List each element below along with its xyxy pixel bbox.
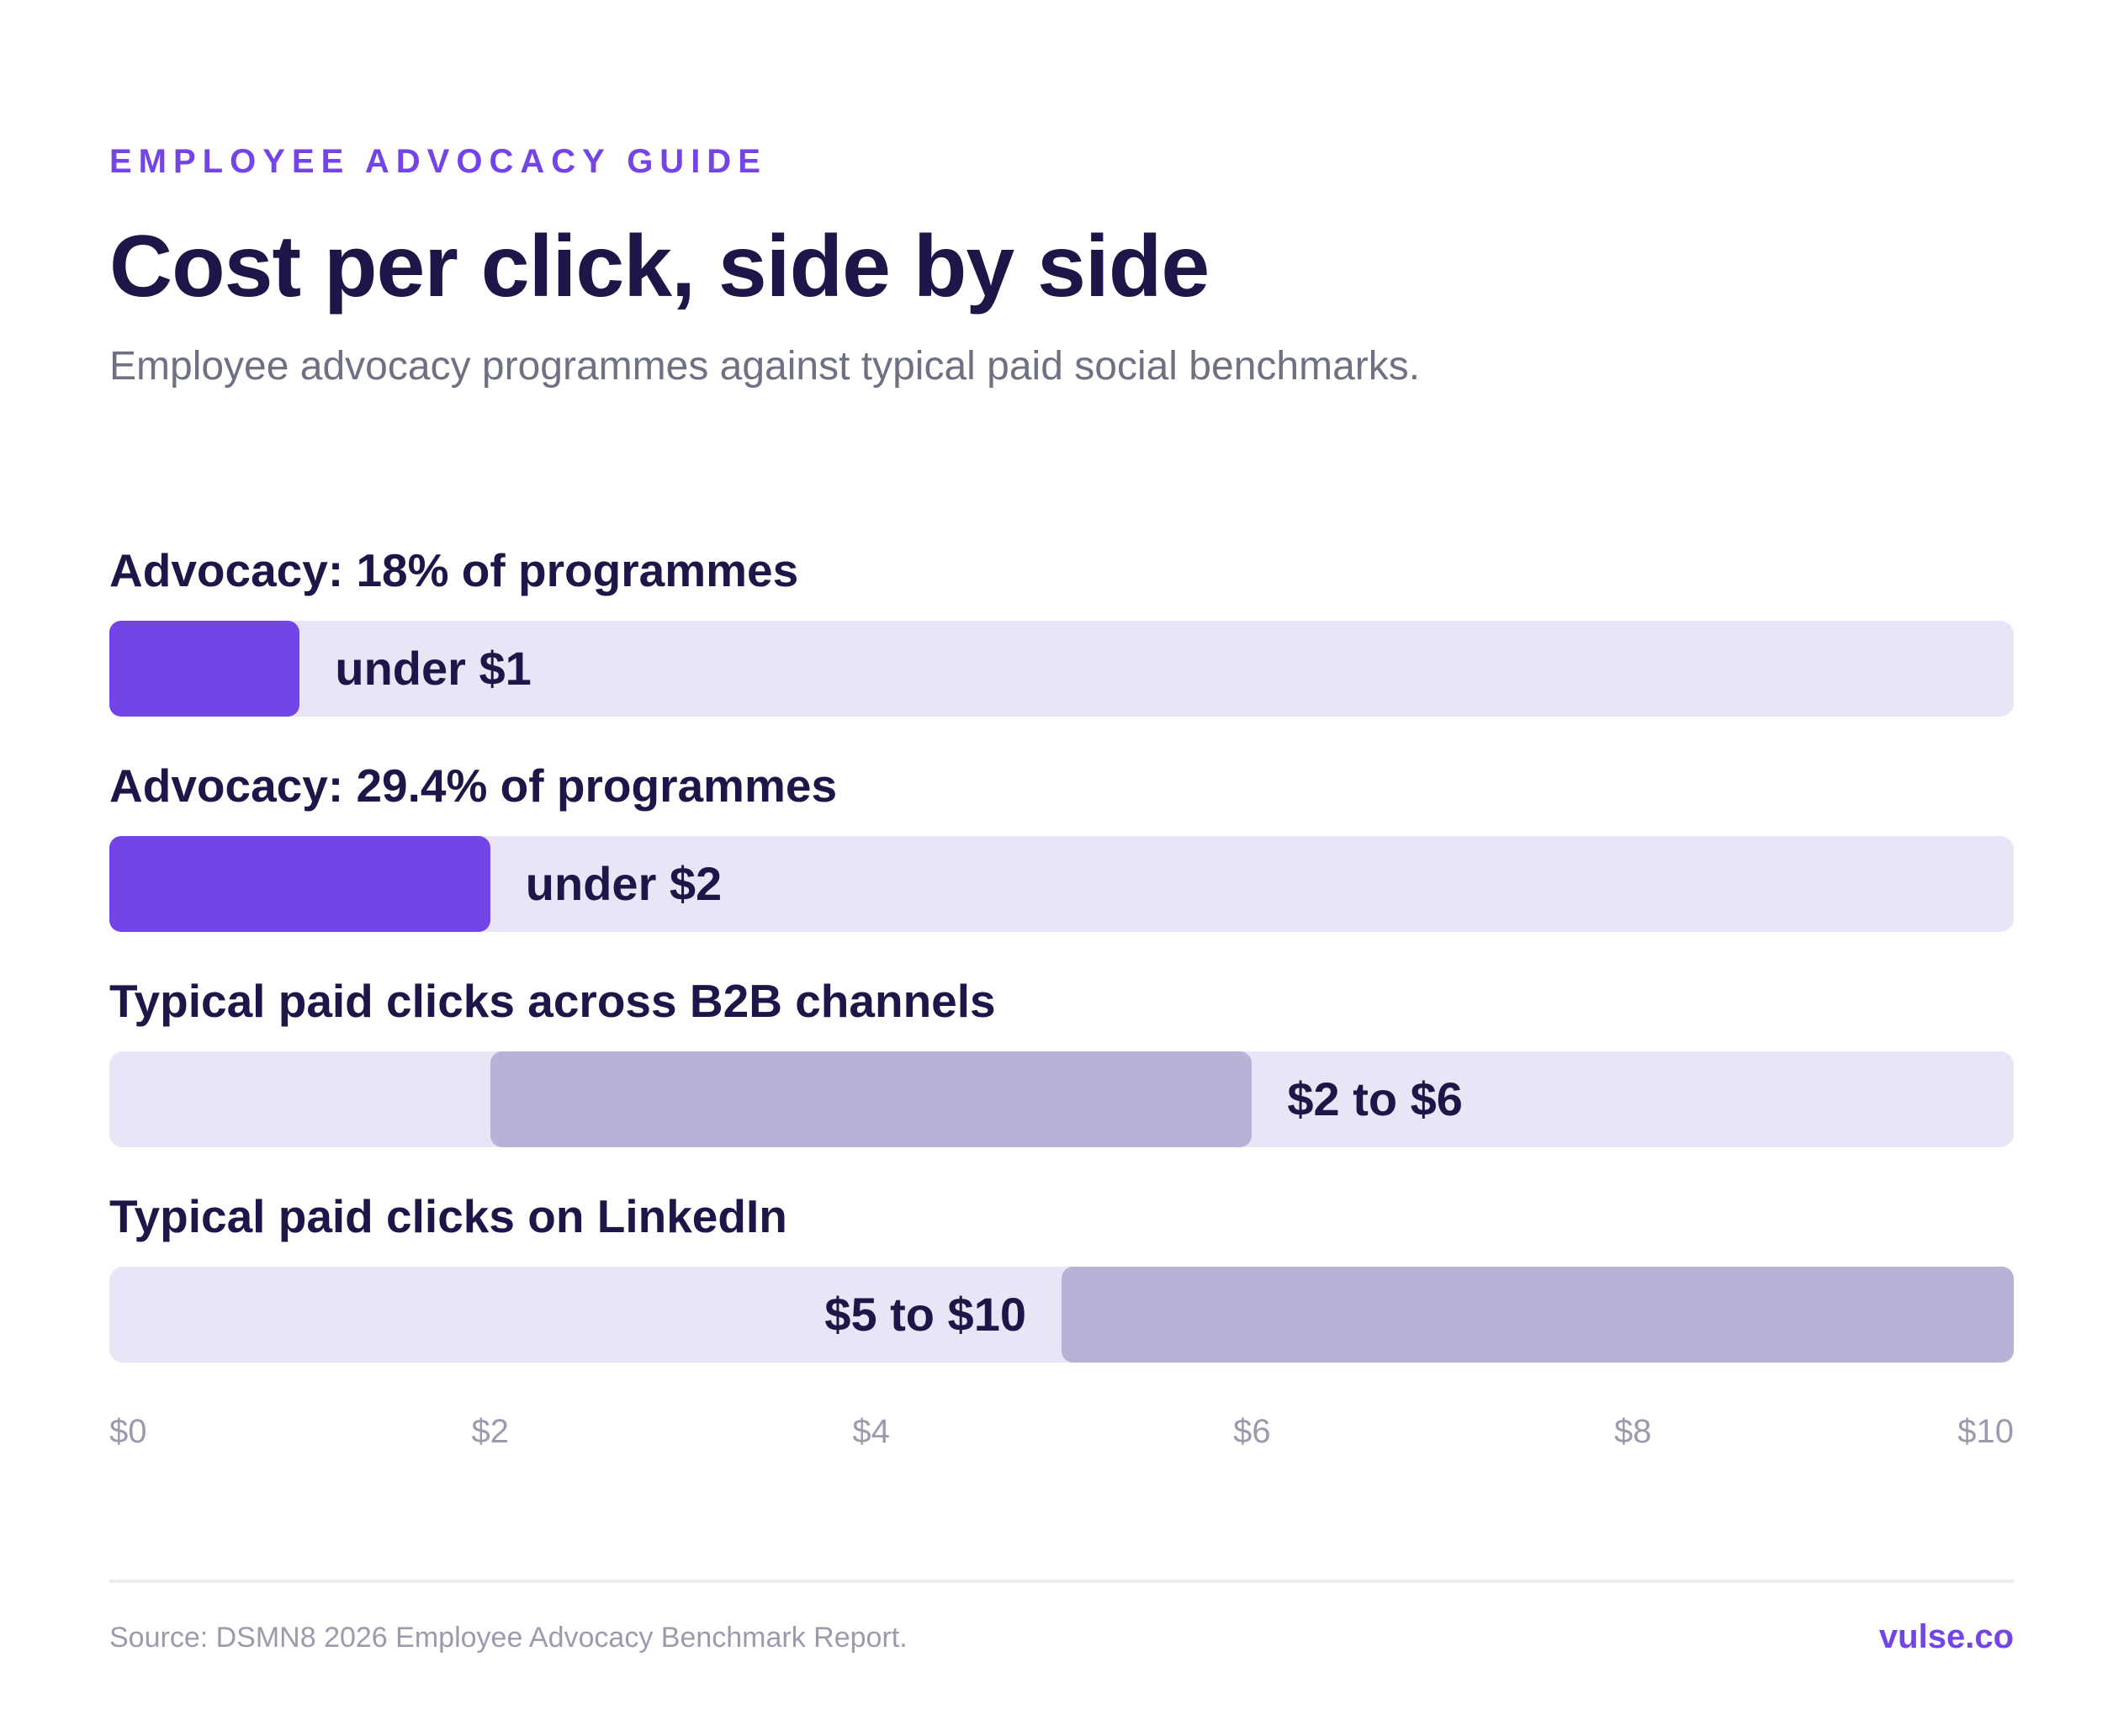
bar-value-label: $5 to $10 [824, 1288, 1026, 1341]
chart-subtitle: Employee advocacy programmes against typ… [109, 344, 1421, 389]
x-tick-label: $8 [1613, 1413, 1652, 1450]
x-tick-label: $10 [1957, 1413, 2014, 1450]
eyebrow-label: EMPLOYEE ADVOCACY GUIDE [109, 143, 767, 180]
bar-track: $5 to $10 [109, 1267, 2014, 1363]
bar-track: under $2 [109, 836, 2014, 932]
footer-divider [109, 1580, 2014, 1583]
bar-label: Advocacy: 18% of programmes [109, 544, 799, 596]
bar-fill [109, 836, 490, 932]
x-tick-label: $4 [852, 1413, 890, 1450]
x-tick-label: $0 [109, 1413, 147, 1450]
bar-value-label: $2 to $6 [1287, 1072, 1463, 1125]
bar-label: Advocacy: 29.4% of programmes [109, 760, 838, 812]
bar-value-label: under $2 [525, 857, 723, 910]
source-note: Source: DSMN8 2026 Employee Advocacy Ben… [109, 1622, 908, 1654]
x-tick-label: $2 [471, 1413, 510, 1450]
bar-fill [109, 621, 300, 717]
bar-value-label: under $1 [335, 642, 532, 695]
x-tick-label: $6 [1233, 1413, 1271, 1450]
bar-track: $2 to $6 [109, 1051, 2014, 1147]
bar-fill [1062, 1267, 2014, 1363]
chart-title: Cost per click, side by side [109, 218, 1210, 315]
brand-link[interactable]: vulse.co [1878, 1618, 2014, 1655]
bar-label: Typical paid clicks across B2B channels [109, 975, 996, 1027]
bar-track: under $1 [109, 621, 2014, 717]
bar-label: Typical paid clicks on LinkedIn [109, 1190, 787, 1242]
bar-fill [490, 1051, 1252, 1147]
